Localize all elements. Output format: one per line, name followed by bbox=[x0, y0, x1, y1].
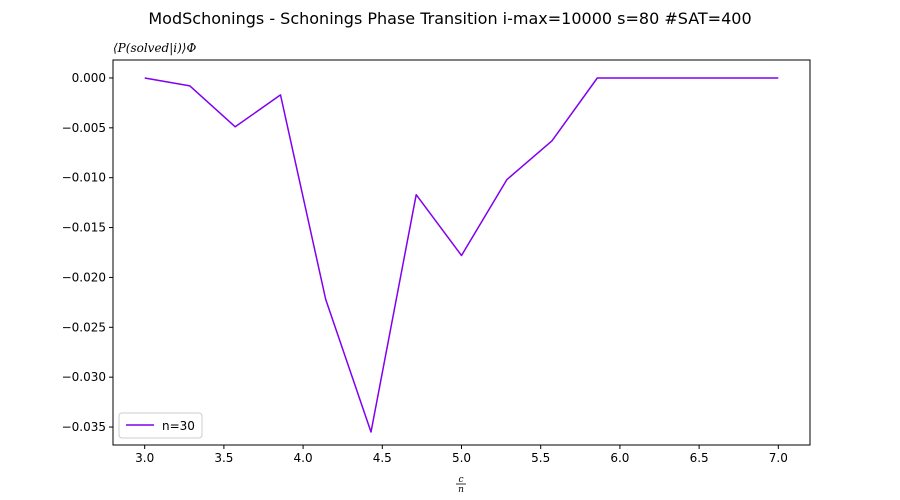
y-tick-label: −0.005 bbox=[62, 121, 106, 135]
x-tick-label: 7.0 bbox=[769, 451, 788, 465]
chart-title: ModSchonings - Schonings Phase Transitio… bbox=[148, 9, 751, 28]
y-tick-label: −0.020 bbox=[62, 270, 106, 284]
x-axis: 3.0 3.5 4.0 4.5 5.0 5.5 6.0 6.5 7.0 bbox=[135, 445, 788, 465]
legend: n=30 bbox=[118, 412, 203, 439]
x-axis-label-numerator: c bbox=[458, 475, 463, 485]
y-axis: 0.000 −0.005 −0.010 −0.015 −0.020 −0.025 −0.03… bbox=[62, 71, 113, 434]
series-line bbox=[144, 77, 779, 433]
y-tick-label: −0.015 bbox=[62, 221, 106, 235]
x-tick-label: 5.5 bbox=[531, 451, 550, 465]
x-tick-label: 5.0 bbox=[452, 451, 471, 465]
x-axis-label: c n bbox=[456, 475, 466, 495]
y-tick-label: −0.025 bbox=[62, 320, 106, 334]
y-axis-label: ⟨P(solved|i)⟩Φ bbox=[113, 41, 196, 55]
plot-area-frame bbox=[112, 59, 811, 446]
x-tick-label: 4.0 bbox=[294, 451, 313, 465]
x-tick-label: 4.5 bbox=[373, 451, 392, 465]
x-tick-label: 6.0 bbox=[610, 451, 629, 465]
x-tick-label: 3.0 bbox=[135, 451, 154, 465]
legend-label: n=30 bbox=[162, 419, 195, 433]
y-tick-label: 0.000 bbox=[72, 71, 106, 85]
series-layer bbox=[144, 77, 779, 433]
x-axis-label-denominator: n bbox=[458, 485, 464, 495]
x-tick-label: 6.5 bbox=[690, 451, 709, 465]
y-tick-label: −0.035 bbox=[62, 420, 106, 434]
x-tick-label: 3.5 bbox=[214, 451, 233, 465]
legend-box bbox=[118, 412, 203, 439]
y-tick-label: −0.010 bbox=[62, 171, 106, 185]
y-tick-label: −0.030 bbox=[62, 370, 106, 384]
